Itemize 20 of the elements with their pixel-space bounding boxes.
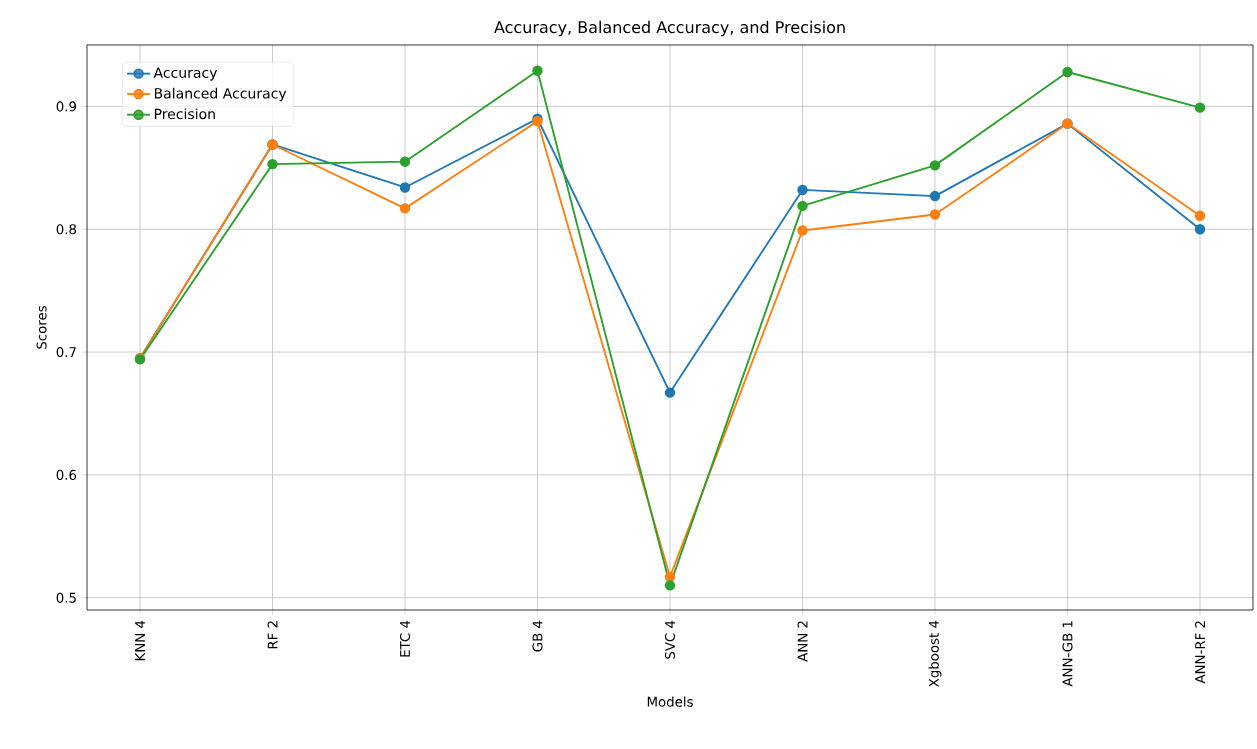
y-axis-title: Scores: [36, 305, 47, 349]
legend-label: Precision: [154, 108, 215, 120]
y-tick-label: 0.6: [56, 469, 77, 480]
y-tick-label: 0.9: [56, 101, 77, 112]
x-tick-label: SVC 4: [664, 620, 676, 659]
x-axis-title: Models: [647, 696, 693, 707]
y-tick-label: 0.5: [56, 592, 76, 603]
x-tick-label: Xgboost 4: [928, 620, 942, 687]
legend-label: Balanced Accuracy: [154, 87, 287, 102]
x-tick-label: RF 2: [267, 621, 278, 649]
x-tick-label: ANN-GB 1: [1062, 621, 1073, 687]
x-tick-label: ANN 2: [797, 621, 808, 662]
x-tick-label: ANN-RF 2: [1195, 621, 1205, 684]
legend-label: Accuracy: [153, 67, 218, 81]
y-tick-label: 0.7: [56, 347, 76, 358]
x-tick-label: GB 4: [532, 620, 543, 652]
y-tick-label: 0.8: [56, 224, 77, 235]
chart-title: Accuracy, Balanced Accuracy, and Precision: [494, 20, 845, 37]
x-tick-label: KNN 4: [135, 620, 145, 661]
x-tick-label: ETC 4: [399, 620, 411, 657]
